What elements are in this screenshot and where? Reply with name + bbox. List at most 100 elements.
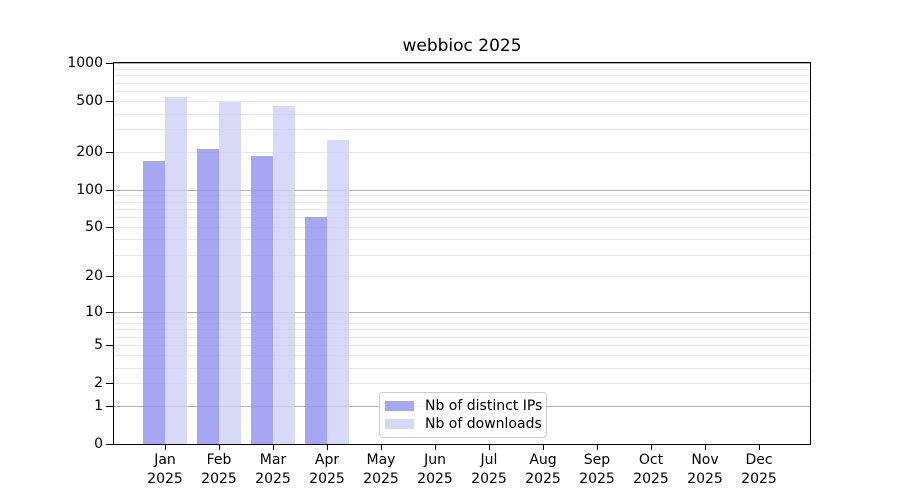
gridline-minor	[114, 383, 810, 385]
gridline-minor	[114, 336, 810, 338]
y-tick-label: 100	[76, 181, 103, 198]
legend-label-distinct-ips: Nb of distinct IPs	[425, 398, 543, 414]
y-tick	[106, 63, 113, 65]
y-tick-label: 50	[85, 219, 103, 236]
gridline-minor	[114, 254, 810, 256]
bar-feb-downloads	[219, 102, 241, 444]
x-tick-month: Jun	[424, 452, 446, 468]
distinct-ips-swatch-icon	[385, 401, 414, 411]
chart-title: webbioc 2025	[402, 36, 522, 56]
gridline-minor	[114, 227, 810, 229]
y-tick	[106, 227, 113, 229]
x-tick-label-apr: Apr 2025	[300, 451, 354, 489]
y-tick	[106, 345, 113, 347]
x-tick	[327, 445, 328, 450]
gridline-minor	[114, 317, 810, 319]
gridline-minor	[114, 239, 810, 241]
x-tick-label-nov: Nov 2025	[678, 451, 732, 489]
gridline-minor	[114, 113, 810, 115]
x-tick-label-may: May 2025	[354, 451, 408, 489]
gridline-minor	[114, 322, 810, 324]
x-tick	[759, 445, 760, 450]
x-tick-label-mar: Mar 2025	[246, 451, 300, 489]
x-tick-label-oct: Oct 2025	[624, 451, 678, 489]
bar-jan-downloads	[165, 96, 187, 444]
y-tick-label: 10	[85, 303, 103, 320]
plot-area	[113, 62, 811, 445]
x-tick	[705, 445, 706, 450]
gridline-minor	[114, 101, 810, 103]
x-tick-year: 2025	[255, 471, 291, 487]
x-tick-month: Feb	[206, 452, 232, 468]
x-tick-month: Mar	[259, 452, 287, 468]
gridline-minor	[114, 329, 810, 331]
x-tick-label-dec: Dec 2025	[732, 451, 786, 489]
gridline-minor	[114, 75, 810, 77]
gridline-major	[114, 63, 810, 65]
gridline-minor	[114, 355, 810, 357]
gridline-minor	[114, 367, 810, 369]
y-tick	[106, 101, 113, 103]
x-tick-month: Jul	[480, 452, 498, 468]
x-tick-month: Oct	[638, 452, 664, 468]
x-tick-month: Aug	[529, 452, 557, 468]
y-tick-label: 1	[94, 397, 103, 414]
y-tick	[106, 151, 113, 153]
legend-entry-distinct-ips: Nb of distinct IPs	[385, 398, 542, 414]
bar-apr-downloads	[327, 139, 349, 444]
gridline-minor	[114, 129, 810, 131]
x-tick	[651, 445, 652, 450]
x-tick-month: Dec	[745, 452, 773, 468]
gridline-minor	[114, 82, 810, 84]
x-tick	[273, 445, 274, 450]
gridline-minor	[114, 345, 810, 347]
x-tick	[543, 445, 544, 450]
x-tick-year: 2025	[633, 471, 669, 487]
bar-apr-distinct-ips	[305, 217, 327, 444]
y-tick-label: 0	[94, 436, 103, 452]
y-tick	[106, 405, 113, 407]
y-tick	[106, 276, 113, 278]
legend-label-downloads: Nb of downloads	[425, 416, 542, 432]
y-tick-label: 1000	[67, 55, 103, 72]
x-tick-year: 2025	[417, 471, 453, 487]
x-tick-month: Jan	[154, 452, 176, 468]
y-tick	[106, 383, 113, 385]
y-tick	[106, 311, 113, 313]
x-tick	[219, 445, 220, 450]
downloads-swatch-icon	[385, 419, 414, 429]
bar-mar-downloads	[273, 106, 295, 444]
gridline-minor	[114, 91, 810, 93]
x-tick-year: 2025	[471, 471, 507, 487]
y-tick	[106, 189, 113, 191]
y-tick-label: 500	[76, 93, 103, 110]
legend-entry-downloads: Nb of downloads	[385, 416, 542, 432]
x-tick-year: 2025	[525, 471, 561, 487]
legend: Nb of distinct IPs Nb of downloads	[379, 392, 547, 438]
x-tick-year: 2025	[309, 471, 345, 487]
gridline-major	[114, 311, 810, 313]
y-tick-label: 2	[94, 375, 103, 392]
gridline-minor	[114, 276, 810, 278]
y-tick-label: 200	[76, 143, 103, 160]
y-tick	[106, 444, 113, 445]
x-tick	[165, 445, 166, 450]
x-tick-year: 2025	[741, 471, 777, 487]
gridline-minor	[114, 68, 810, 70]
gridline-minor	[114, 208, 810, 210]
x-tick-label-jun: Jun 2025	[408, 451, 462, 489]
y-tick-label: 20	[85, 268, 103, 285]
x-tick-label-feb: Feb 2025	[192, 451, 246, 489]
x-tick-month: Apr	[314, 452, 340, 468]
bar-mar-distinct-ips	[251, 155, 273, 444]
x-tick	[381, 445, 382, 450]
gridline-major	[114, 189, 810, 191]
x-tick-year: 2025	[687, 471, 723, 487]
x-tick-year: 2025	[363, 471, 399, 487]
bar-jan-distinct-ips	[143, 160, 165, 444]
x-tick-year: 2025	[201, 471, 237, 487]
x-tick-label-jul: Jul 2025	[462, 451, 516, 489]
x-tick-month: May	[366, 452, 396, 468]
bar-feb-distinct-ips	[197, 148, 219, 444]
